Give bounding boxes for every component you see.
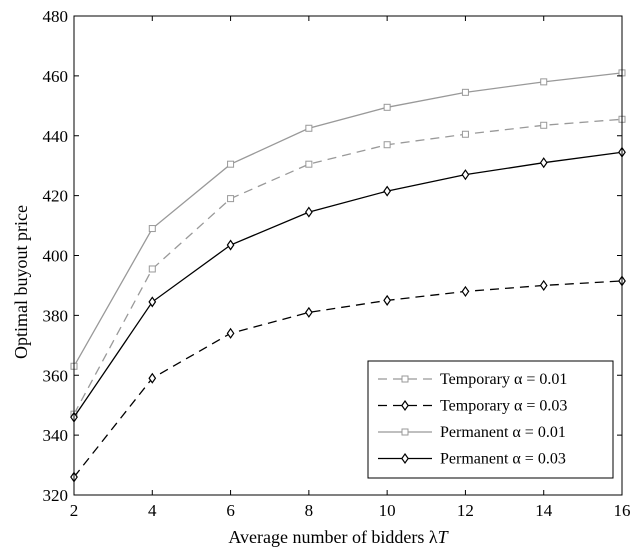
y-axis-title: Optimal buyout price <box>11 205 31 359</box>
legend-marker-4 <box>401 452 409 465</box>
x-tick-label: 10 <box>379 501 396 520</box>
legend-entry-1: Temporary α = 0.01 <box>378 371 567 388</box>
y-tick-label: 360 <box>43 366 69 385</box>
series-3-point-2 <box>148 225 156 233</box>
series-3-point-4 <box>305 124 313 132</box>
series-2 <box>70 275 626 483</box>
series-2-point-2 <box>148 372 157 384</box>
series-3 <box>70 69 626 370</box>
series-1-point-3 <box>227 195 235 203</box>
series-1-point-7 <box>540 121 548 129</box>
series-4-point-7 <box>539 157 548 169</box>
y-tick-label: 420 <box>43 187 69 206</box>
legend-label-2: Temporary α = 0.03 <box>440 398 567 415</box>
y-tick-label: 400 <box>43 247 69 266</box>
y-tick-label: 380 <box>43 306 69 325</box>
y-tick-label: 340 <box>43 426 69 445</box>
series-2-point-3 <box>226 327 235 339</box>
x-tick-label: 12 <box>457 501 474 520</box>
x-tick-label: 6 <box>226 501 235 520</box>
series-2-point-4 <box>304 306 313 318</box>
series-4-point-6 <box>461 169 470 181</box>
series-4-point-4 <box>304 206 313 218</box>
legend-entry-4: Permanent α = 0.03 <box>378 451 566 468</box>
axes: 2 4 6 8 10 12 14 16 320 340 360 380 400 420 440 460 480 <box>43 7 631 520</box>
series-line-1 <box>73 118 623 415</box>
x-tick-label: 8 <box>305 501 314 520</box>
series-4-point-5 <box>383 185 392 197</box>
legend-label-4: Permanent α = 0.03 <box>440 451 566 468</box>
legend-marker-1 <box>401 375 409 383</box>
y-tick-label: 440 <box>43 127 69 146</box>
series-3-point-6 <box>461 88 469 96</box>
series-1-point-4 <box>305 160 313 168</box>
series-3-point-7 <box>540 78 548 86</box>
legend-entry-3: Permanent α = 0.01 <box>378 424 566 441</box>
series-1-point-5 <box>383 141 391 149</box>
y-tick-label: 460 <box>43 67 69 86</box>
series-1-point-2 <box>148 265 156 273</box>
series-line-2 <box>73 280 623 478</box>
legend-marker-2 <box>401 399 409 412</box>
series-line-4 <box>73 151 623 418</box>
series-2-point-5 <box>383 294 392 306</box>
x-tick-label: 4 <box>148 501 157 520</box>
y-tick-label: 480 <box>43 7 69 26</box>
x-tick-label: 16 <box>614 501 631 520</box>
series-3-point-5 <box>383 103 391 111</box>
series-4-point-2 <box>148 296 157 308</box>
x-axis-title: Average number of bidders λT <box>228 527 449 547</box>
series-line-3 <box>73 72 623 367</box>
legend-label-3: Permanent α = 0.01 <box>440 424 566 441</box>
series-2-point-7 <box>539 279 548 291</box>
series-1-point-6 <box>461 130 469 138</box>
legend: Temporary α = 0.01 Temporary α = 0.03 Perm… <box>367 360 614 479</box>
x-tick-label: 2 <box>70 501 79 520</box>
series-4 <box>70 146 626 423</box>
series-4-point-3 <box>226 239 235 251</box>
legend-entry-2: Temporary α = 0.03 <box>378 398 567 415</box>
legend-label-1: Temporary α = 0.01 <box>440 371 567 388</box>
legend-marker-3 <box>401 428 409 436</box>
x-tick-label: 14 <box>535 501 553 520</box>
series-2-point-6 <box>461 285 470 297</box>
y-tick-label: 320 <box>43 486 69 505</box>
series-3-point-3 <box>227 160 235 168</box>
